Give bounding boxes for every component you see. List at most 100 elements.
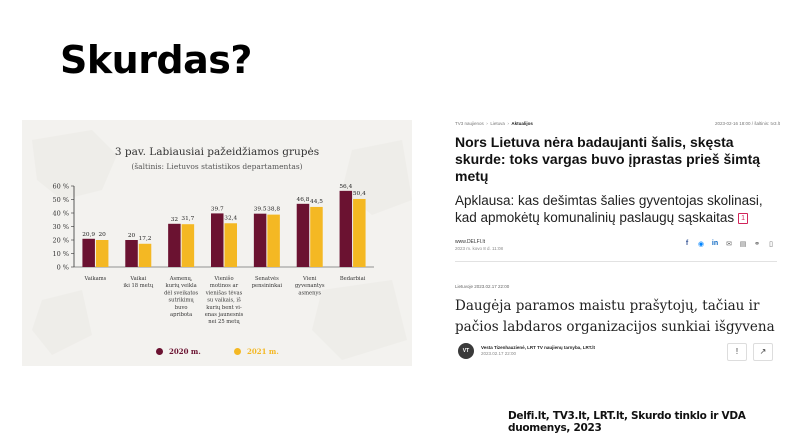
breadcrumb-item[interactable]: Lietuva (490, 121, 505, 126)
y-tick-label: 60 % (52, 183, 69, 191)
category-label: buvo (175, 305, 188, 311)
data-label: 20,9 (82, 232, 95, 238)
linkedin-icon[interactable]: in (711, 240, 719, 247)
legend-2021: 2021 m. (234, 347, 279, 356)
category-label: motinos ar (210, 283, 239, 289)
data-label: 39.5 (254, 207, 267, 213)
y-tick-label: 30 % (52, 223, 69, 231)
source-date: 2023 m. kovo 8 d. 11:08 (455, 246, 503, 251)
y-tick-label: 20 % (52, 237, 69, 245)
legend-2021-dot (234, 348, 241, 355)
breadcrumb-item[interactable]: TV3 naujienos (455, 121, 484, 126)
category-label: Vienišo (213, 275, 233, 282)
bar-2021 (95, 240, 109, 267)
category-label: sutrikimų (168, 298, 194, 304)
category-label: Vaikams (84, 276, 107, 282)
data-label: 31,7 (181, 216, 194, 222)
headline-tv3[interactable]: Nors Lietuva nėra badaujanti šalis, skęs… (455, 134, 761, 184)
category-label: su vaikais, iš (207, 297, 241, 304)
bar-2020 (168, 223, 181, 267)
data-label: 32,4 (224, 215, 237, 221)
print-icon[interactable]: ▤ (739, 241, 747, 248)
bar-2020 (253, 213, 267, 267)
y-tick-label: 50 % (52, 196, 69, 204)
data-label: 39.7 (211, 206, 224, 212)
bar-2021 (267, 214, 280, 267)
breadcrumb-item-current[interactable]: Aktualijos (511, 121, 533, 126)
category-label: Senatvės (255, 276, 279, 282)
author-name[interactable]: Vesta Tizenhauzienė, LRT TV naujienų tar… (481, 345, 595, 350)
category-label: gyvenantys (295, 283, 325, 289)
breadcrumb-separator: › (485, 121, 490, 126)
data-label: 17,2 (139, 236, 152, 242)
legend-2020-label: 2020 m. (169, 347, 201, 356)
chart-panel: 60 % 50 % 40 % 30 % 20 % 10 % 0 % 20,9 20 Vaikams… (22, 120, 412, 366)
category-label: asmenys (298, 290, 321, 296)
category-label: Vieni (302, 276, 317, 282)
category-label: pensininkai (252, 283, 283, 289)
bar-2021 (181, 224, 195, 267)
comment-count-badge[interactable]: 1 (738, 213, 749, 224)
data-label: 56,4 (339, 184, 352, 190)
bar-2021 (224, 223, 237, 267)
category-label: iki 18 metų (123, 283, 153, 289)
data-label: 46,8 (297, 197, 310, 203)
category-label: Bedarbiai (340, 276, 366, 282)
data-label: 20 (128, 233, 136, 239)
data-label: 50,4 (353, 191, 366, 197)
category-label: vienišas tėvas (205, 289, 243, 296)
email-icon[interactable]: ✉ (726, 241, 732, 248)
headline-delfi-text[interactable]: Apklausa: kas dešimtas šalies gyventojas… (455, 193, 763, 225)
legend-2020-dot (156, 348, 163, 355)
messenger-icon[interactable]: ◉ (697, 241, 705, 248)
bar-2020 (296, 203, 310, 267)
author-row: VT Vesta Tizenhauzienė, LRT TV naujienų … (455, 343, 777, 361)
facebook-icon[interactable]: f (685, 240, 689, 247)
bar-2020 (125, 240, 138, 267)
bookmark-icon[interactable]: ▯ (769, 241, 773, 248)
link-icon[interactable]: ⚭ (754, 241, 760, 248)
bar-2020 (82, 238, 95, 267)
chart-title: 3 pav. Labiausiai pažeidžiamos grupės (114, 146, 320, 158)
exclamation-icon: ! (735, 347, 739, 356)
bar-2021 (138, 243, 152, 267)
category-label: dėl sveikatos (164, 290, 198, 296)
category-date: Lietuvoje 2023.02.17 22:00 (455, 284, 510, 289)
data-label: 44,5 (310, 199, 323, 205)
share-button[interactable]: ↗ (753, 343, 773, 361)
y-tick-label: 10 % (52, 250, 69, 258)
legend-2021-label: 2021 m. (247, 347, 279, 356)
author-date: 2023.02.17 22:00 (481, 351, 517, 356)
breadcrumb: TV3 naujienos › Lietuva › Aktualijos (455, 121, 533, 126)
legend-2020: 2020 m. (156, 347, 201, 356)
category-label: kurių veikla (166, 283, 197, 289)
share-icons: f ◉ in ✉ ▤ ⚭ ▯ (683, 240, 775, 248)
bar-2020 (211, 213, 224, 267)
source-row: www.DELFI.lt 2023 m. kovo 8 d. 11:08 f ◉… (455, 236, 777, 258)
source-name: www.DELFI.lt (455, 239, 486, 245)
category-label: nei 25 metų (208, 319, 240, 325)
category-label: Vaikai (129, 276, 146, 282)
y-tick-label: 40 % (52, 210, 69, 218)
category-label: kurių bent vi- (206, 305, 242, 311)
category-label: enas jaunesnis (205, 312, 244, 318)
data-label: 20 (98, 232, 106, 238)
chart-subtitle: (šaltinis: Lietuvos statistikos departam… (131, 162, 303, 171)
category-label: apribota (170, 312, 192, 318)
article-date: 2023-02-16 18:00 / šaltinis: tv3.lt (714, 121, 780, 126)
data-label: 32 (171, 217, 179, 223)
headline-lrt[interactable]: Daugėja paramos maistu prašytojų, tačiau… (455, 298, 775, 335)
bar-chart: 60 %50 %40 %30 %20 %10 %0 %20,9 20Vaikams… (32, 130, 412, 360)
report-button[interactable]: ! (727, 343, 747, 361)
data-label: 38,8 (267, 207, 280, 213)
bar-2021 (310, 206, 323, 267)
bar-2020 (339, 190, 353, 267)
breadcrumb-separator: › (506, 121, 511, 126)
category-label: Asmenų, (169, 276, 193, 282)
bar-2021 (353, 198, 366, 267)
headline-delfi[interactable]: Apklausa: kas dešimtas šalies gyventojas… (455, 192, 775, 226)
share-arrow-icon: ↗ (759, 347, 767, 356)
y-tick-label: 0 % (57, 264, 69, 272)
footer-source: Delfi.lt, TV3.lt, LRT.lt, Skurdo tinklo … (508, 410, 746, 434)
divider (455, 261, 777, 262)
